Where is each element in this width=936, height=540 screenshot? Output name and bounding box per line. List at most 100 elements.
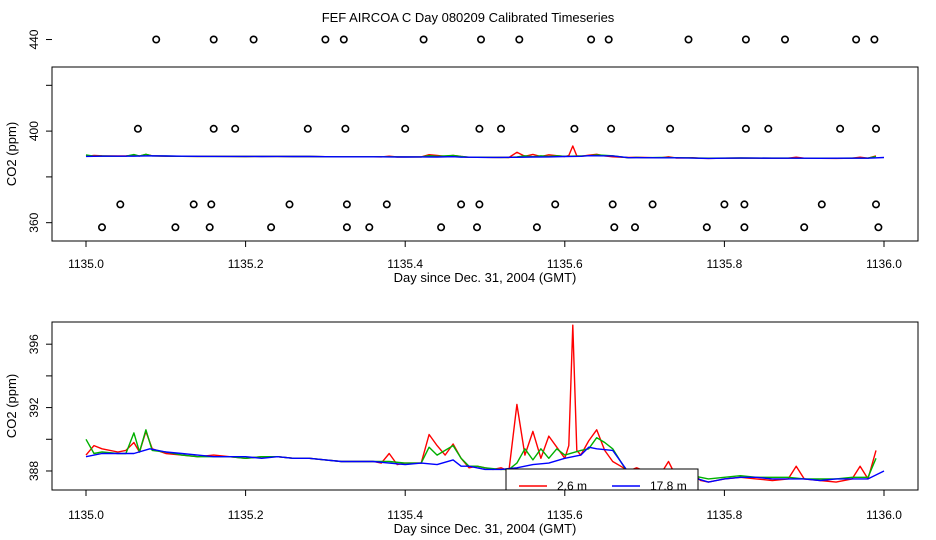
scatter-marker — [871, 200, 880, 209]
scatter-marker — [476, 35, 485, 44]
scatter-marker — [684, 35, 693, 44]
scatter-marker — [570, 124, 579, 133]
bottom-y-tick-label: 388 — [27, 461, 41, 481]
scatter-marker — [189, 200, 198, 209]
top-x-tick-label: 1136.0 — [866, 257, 902, 271]
bottom-plot-frame — [51, 321, 919, 491]
scatter-marker — [342, 223, 351, 232]
bottom-x-tick-label: 1135.4 — [387, 508, 423, 522]
scatter-marker — [702, 223, 711, 232]
scatter-marker — [780, 35, 789, 44]
scatter-marker — [532, 223, 541, 232]
scatter-marker — [152, 35, 161, 44]
top-chart-panel: 1135.0 1135.2 1135.4 1135.6 1135.8 1136.0 360 4… — [4, 29, 919, 285]
scatter-marker — [133, 124, 142, 133]
top-x-tick-label: 1135.2 — [228, 257, 264, 271]
scatter-marker — [457, 200, 466, 209]
scatter-marker — [800, 223, 809, 232]
top-y-axis-label: CO2 (ppm) — [4, 122, 19, 186]
scatter-marker — [401, 124, 410, 133]
scatter-marker — [472, 223, 481, 232]
scatter-marker — [817, 200, 826, 209]
top-y-tick-label: 360 — [27, 212, 41, 232]
bottom-series-17-8-m — [85, 446, 885, 483]
scatter-marker — [648, 200, 657, 209]
legend-box — [505, 468, 699, 491]
scatter-marker — [740, 223, 749, 232]
scatter-marker — [610, 223, 619, 232]
top-x-tick-label: 1135.4 — [387, 257, 423, 271]
bottom-series-2-6-m — [85, 324, 877, 483]
top-series-17-8-m — [85, 154, 885, 160]
scatter-marker — [419, 35, 428, 44]
scatter-marker — [720, 200, 729, 209]
scatter-marker — [871, 124, 880, 133]
scatter-marker — [365, 223, 374, 232]
bottom-x-axis-label: Day since Dec. 31, 2004 (GMT) — [394, 521, 577, 536]
top-axes: 1135.0 1135.2 1135.4 1135.6 1135.8 1136.0 360 4… — [27, 29, 902, 271]
scatter-marker — [741, 124, 750, 133]
top-scatter-markers — [98, 35, 883, 232]
scatter-marker — [437, 223, 446, 232]
bottom-legend: 2.6 m 17.8 m — [505, 468, 699, 493]
bottom-chart-panel: 1135.0 1135.2 1135.4 1135.6 1135.8 1136.0 388 3… — [4, 321, 919, 536]
scatter-marker — [231, 124, 240, 133]
top-plot-frame — [51, 66, 919, 242]
figure-title: FEF AIRCOA C Day 080209 Calibrated Times… — [322, 10, 615, 25]
bottom-x-tick-label: 1136.0 — [866, 508, 902, 522]
bottom-y-tick-label: 392 — [27, 397, 41, 417]
top-x-tick-label: 1135.8 — [706, 257, 742, 271]
bottom-x-tick-label: 1135.0 — [68, 508, 104, 522]
scatter-marker — [341, 124, 350, 133]
scatter-marker — [515, 35, 524, 44]
scatter-marker — [207, 200, 216, 209]
scatter-marker — [587, 35, 596, 44]
scatter-marker — [321, 35, 330, 44]
scatter-marker — [740, 200, 749, 209]
bottom-axes: 1135.0 1135.2 1135.4 1135.6 1135.8 1136.0 388 3… — [27, 334, 902, 522]
scatter-marker — [475, 200, 484, 209]
bottom-x-tick-label: 1135.2 — [228, 508, 264, 522]
scatter-marker — [382, 200, 391, 209]
scatter-marker — [285, 200, 294, 209]
scatter-marker — [604, 35, 613, 44]
bottom-y-axis-label: CO2 (ppm) — [4, 374, 19, 438]
scatter-marker — [267, 223, 276, 232]
top-y-tick-label: 400 — [27, 121, 41, 141]
top-x-axis-label: Day since Dec. 31, 2004 (GMT) — [394, 270, 577, 285]
scatter-marker — [741, 35, 750, 44]
scatter-marker — [342, 200, 351, 209]
scatter-marker — [852, 35, 861, 44]
legend-label-17-8m: 17.8 m — [650, 479, 687, 493]
scatter-marker — [607, 124, 616, 133]
scatter-marker — [171, 223, 180, 232]
scatter-marker — [836, 124, 845, 133]
bottom-x-tick-label: 1135.8 — [706, 508, 742, 522]
scatter-marker — [496, 124, 505, 133]
scatter-marker — [209, 35, 218, 44]
scatter-marker — [608, 200, 617, 209]
scatter-marker — [249, 35, 258, 44]
scatter-marker — [666, 124, 675, 133]
top-y-tick-label: 440 — [27, 29, 41, 49]
scatter-marker — [551, 200, 560, 209]
scatter-marker — [303, 124, 312, 133]
top-x-tick-label: 1135.0 — [68, 257, 104, 271]
scatter-marker — [209, 124, 218, 133]
scatter-marker — [205, 223, 214, 232]
top-series-lines — [85, 145, 885, 160]
scatter-marker — [98, 223, 107, 232]
scatter-marker — [116, 200, 125, 209]
top-x-tick-label: 1135.6 — [547, 257, 583, 271]
scatter-marker — [874, 223, 883, 232]
legend-label-2-6m: 2.6 m — [557, 479, 587, 493]
scatter-marker — [870, 35, 879, 44]
bottom-series-lines — [85, 324, 885, 483]
bottom-x-tick-label: 1135.6 — [547, 508, 583, 522]
scatter-marker — [475, 124, 484, 133]
scatter-marker — [339, 35, 348, 44]
bottom-y-tick-label: 396 — [27, 334, 41, 354]
bottom-series-9-m — [85, 429, 877, 480]
scatter-marker — [764, 124, 773, 133]
